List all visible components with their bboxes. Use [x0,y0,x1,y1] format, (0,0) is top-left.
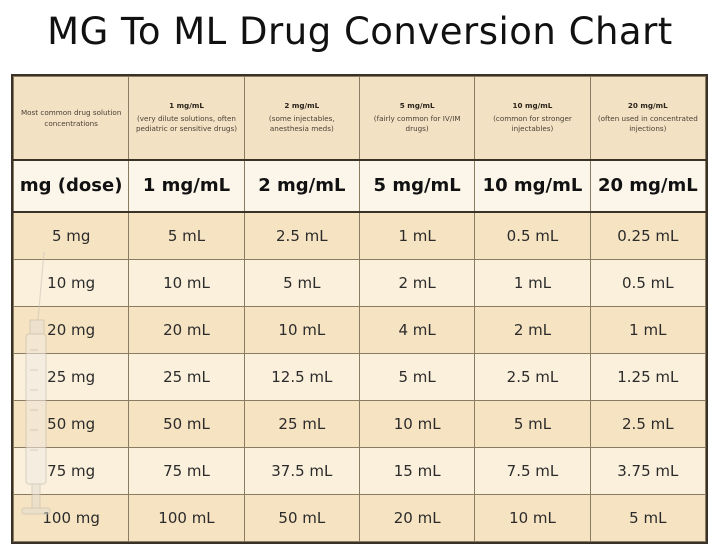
column-header: 1 mg/mL [128,158,245,213]
column-header: mg (dose) [12,158,130,213]
description-row: Most common drug solution concentrations… [12,76,707,160]
table-cell: 20 mL [358,493,476,543]
table-cell: 37.5 mL [243,447,360,495]
column-header: 20 mg/mL [589,158,707,213]
table-cell: 0.25 mL [589,210,707,261]
table-cell: 0.5 mL [589,259,707,308]
table-cell: 7.5 mL [474,447,591,495]
table-cell: 2.5 mL [243,210,360,261]
table-cell: 15 mL [358,447,476,495]
table-cell: 10 mL [358,400,476,448]
table-cell: 20 mL [128,306,245,355]
conversion-table: Most common drug solution concentrations… [12,76,707,543]
table-cell: 20 mg [12,306,130,355]
table-cell: 10 mg [12,259,130,308]
table-cell: 10 mL [474,493,591,543]
table-cell: 2 mL [358,259,476,308]
table-row: 20 mg 20 mL 10 mL 4 mL 2 mL 1 mL [12,306,707,355]
table-row: 10 mg 10 mL 5 mL 2 mL 1 mL 0.5 mL [12,259,707,308]
table-cell: 10 mL [128,259,245,308]
column-header: 10 mg/mL [474,158,591,213]
table-cell: 10 mL [243,306,360,355]
table-cell: 2 mL [474,306,591,355]
table-cell: 12.5 mL [243,353,360,402]
table-row: 75 mg 75 mL 37.5 mL 15 mL 7.5 mL 3.75 mL [12,447,707,495]
table-cell: 5 mL [358,353,476,402]
description-cell: Most common drug solution concentrations [12,76,130,160]
header-row: mg (dose) 1 mg/mL 2 mg/mL 5 mg/mL 10 mg/… [12,158,707,213]
description-cell: 5 mg/mL (fairly common for IV/IM drugs) [358,76,476,160]
table-cell: 5 mL [128,210,245,261]
table-cell: 1 mL [589,306,707,355]
conversion-table-container: Most common drug solution concentrations… [11,74,708,544]
table-cell: 5 mL [243,259,360,308]
description-cell: 2 mg/mL (some injectables, anesthesia med… [243,76,360,160]
table-cell: 25 mL [128,353,245,402]
table-cell: 50 mg [12,400,130,448]
description-cell: 20 mg/mL (often used in concentrated inje… [589,76,707,160]
table-cell: 5 mg [12,210,130,261]
table-cell: 2.5 mL [474,353,591,402]
table-row: 100 mg 100 mL 50 mL 20 mL 10 mL 5 mL [12,493,707,543]
table-cell: 1 mL [474,259,591,308]
table-cell: 75 mL [128,447,245,495]
table-cell: 4 mL [358,306,476,355]
table-cell: 1 mL [358,210,476,261]
table-cell: 1.25 mL [589,353,707,402]
table-cell: 25 mg [12,353,130,402]
table-cell: 50 mL [243,493,360,543]
column-header: 5 mg/mL [358,158,476,213]
table-row: 5 mg 5 mL 2.5 mL 1 mL 0.5 mL 0.25 mL [12,210,707,261]
table-row: 50 mg 50 mL 25 mL 10 mL 5 mL 2.5 mL [12,400,707,448]
page-title: MG To ML Drug Conversion Chart [47,10,673,53]
table-cell: 25 mL [243,400,360,448]
table-row: 25 mg 25 mL 12.5 mL 5 mL 2.5 mL 1.25 mL [12,353,707,402]
description-cell: 1 mg/mL (very dilute solutions, often ped… [128,76,245,160]
table-cell: 3.75 mL [589,447,707,495]
table-cell: 100 mg [12,493,130,543]
table-cell: 5 mL [474,400,591,448]
table-cell: 50 mL [128,400,245,448]
table-cell: 0.5 mL [474,210,591,261]
table-cell: 5 mL [589,493,707,543]
table-cell: 2.5 mL [589,400,707,448]
table-cell: 100 mL [128,493,245,543]
table-cell: 75 mg [12,447,130,495]
description-cell: 10 mg/mL (common for stronger injectables… [474,76,591,160]
column-header: 2 mg/mL [243,158,360,213]
